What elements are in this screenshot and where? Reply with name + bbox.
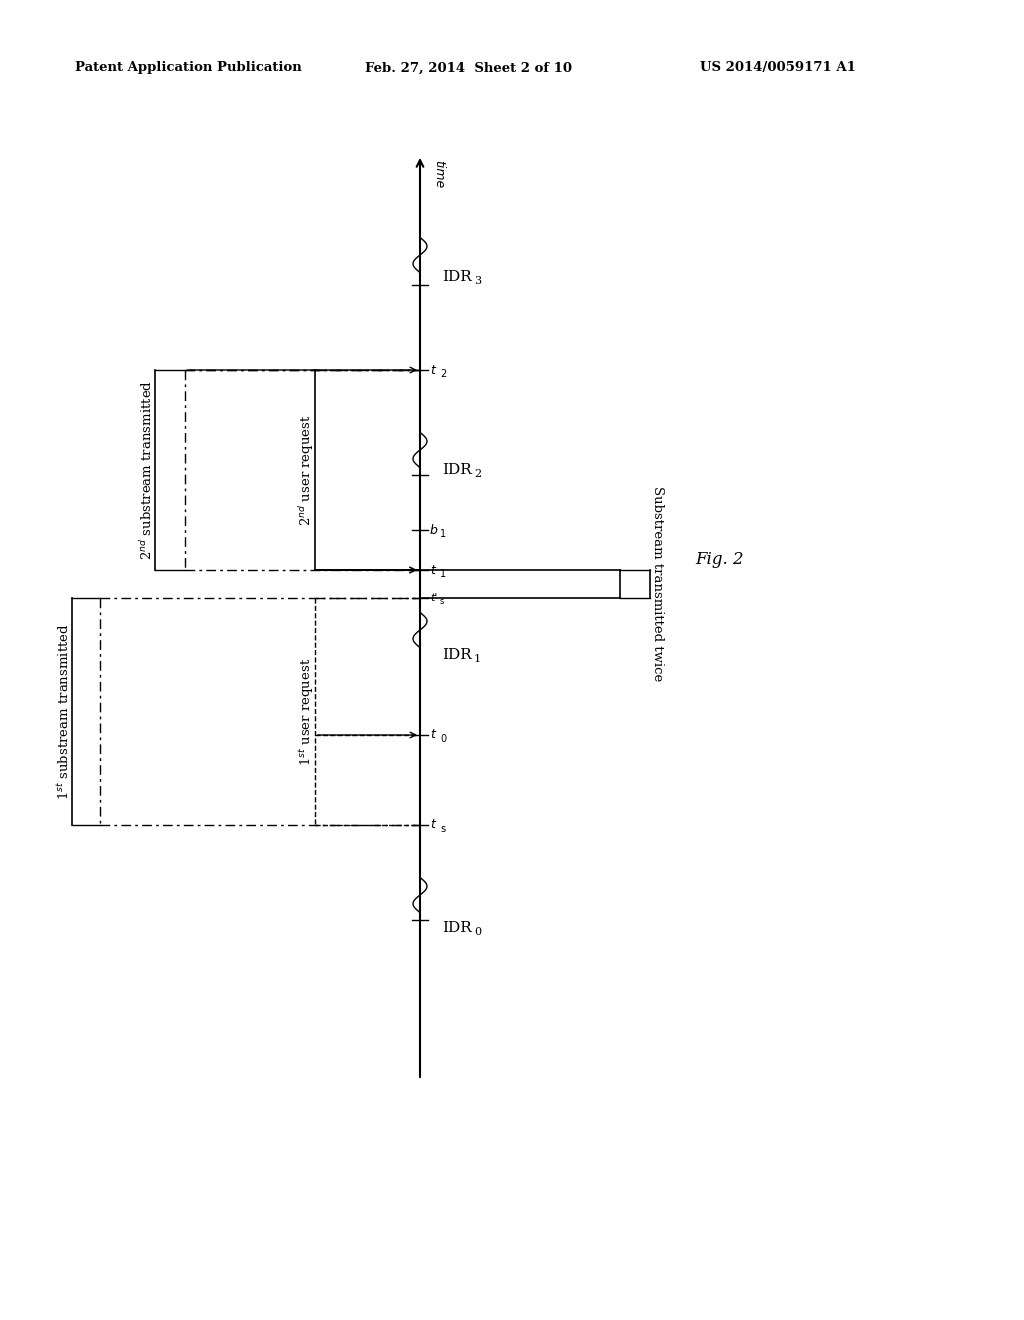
Text: 1: 1 [474, 653, 481, 664]
Text: b: b [430, 524, 438, 536]
Text: time: time [432, 160, 445, 189]
Text: t: t [430, 363, 435, 376]
Text: 1$^{st}$ substream transmitted: 1$^{st}$ substream transmitted [56, 623, 72, 800]
Text: t': t' [430, 593, 437, 603]
Text: IDR: IDR [442, 648, 472, 663]
Text: Fig. 2: Fig. 2 [695, 552, 743, 569]
Text: 1$^{st}$ user request: 1$^{st}$ user request [298, 657, 316, 766]
Text: IDR: IDR [442, 921, 472, 935]
Text: 1: 1 [440, 569, 446, 579]
Text: s: s [440, 824, 445, 834]
Text: IDR: IDR [442, 463, 472, 477]
Text: IDR: IDR [442, 271, 472, 284]
Text: 0: 0 [474, 927, 481, 937]
Text: 1: 1 [440, 529, 446, 539]
Text: 0: 0 [440, 734, 446, 744]
Text: t: t [430, 564, 435, 577]
Text: t: t [430, 729, 435, 742]
Text: Feb. 27, 2014  Sheet 2 of 10: Feb. 27, 2014 Sheet 2 of 10 [365, 62, 572, 74]
Text: t: t [430, 818, 435, 832]
Text: 2: 2 [440, 370, 446, 379]
Text: 2$^{nd}$ user request: 2$^{nd}$ user request [298, 414, 316, 525]
Text: Substream transmitted twice: Substream transmitted twice [651, 486, 665, 681]
Text: US 2014/0059171 A1: US 2014/0059171 A1 [700, 62, 856, 74]
Text: 2$^{nd}$ substream transmitted: 2$^{nd}$ substream transmitted [139, 380, 155, 560]
Text: 3: 3 [474, 276, 481, 286]
Text: Patent Application Publication: Patent Application Publication [75, 62, 302, 74]
Text: 2: 2 [474, 469, 481, 479]
Text: s: s [440, 598, 444, 606]
